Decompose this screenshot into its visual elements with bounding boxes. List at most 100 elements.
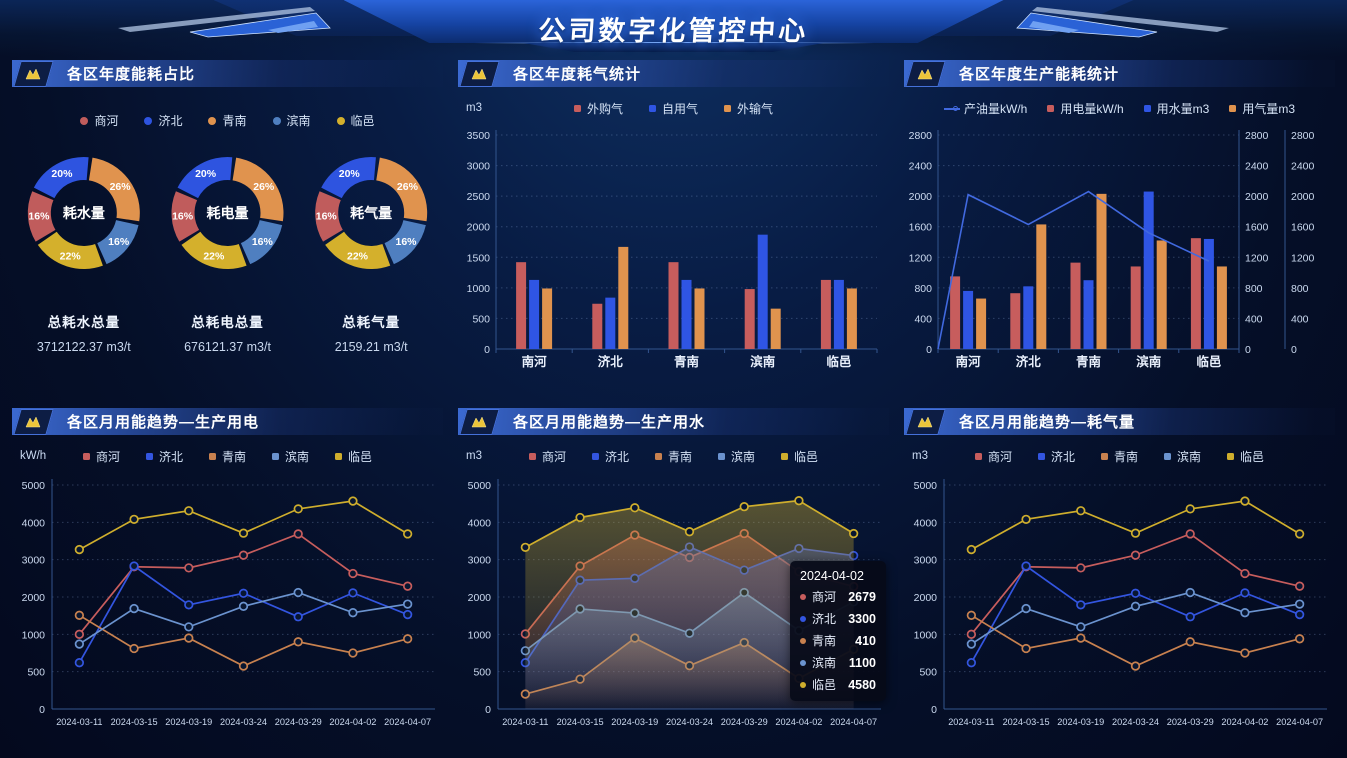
- panel-water-trend-body: m3 商河 济北 青南 滨南 临邑 2024-04-02 商河 2679 济北 3300 青南 4…: [458, 443, 889, 735]
- panel-badge: [459, 408, 500, 435]
- legend-item-滨南[interactable]: 滨南: [272, 448, 309, 465]
- legend-marker: [974, 453, 982, 460]
- tooltip-series-name: 青南: [812, 634, 837, 648]
- legend-label: 青南: [1113, 450, 1138, 464]
- svg-text:800: 800: [1291, 283, 1309, 295]
- point-临邑-2024-03-19: [630, 503, 640, 513]
- donut-slice-临邑: [37, 231, 103, 269]
- legend-item-用电量kW/h[interactable]: 用电量kW/h: [1047, 100, 1124, 117]
- svg-text:2800: 2800: [1245, 130, 1269, 142]
- point-商河-2024-03-24: [1130, 550, 1141, 560]
- legend-item-济北[interactable]: 济北: [1037, 448, 1075, 465]
- legend-item-青南[interactable]: 青南: [208, 112, 247, 129]
- donut-slice-商河: [171, 191, 200, 242]
- gas-bar-chart[interactable]: 0 500 1000 1500 2000 2500 3000 3500 南河 济北 青南 滨南 临邑: [458, 125, 889, 375]
- water-line-chart[interactable]: 2024-04-02 商河 2679 济北 3300 青南 410 滨南 1100 临邑 4580…: [458, 473, 889, 735]
- line-商河: [78, 532, 408, 635]
- bar-外购气-滨南: [744, 289, 755, 349]
- svg-text:20%: 20%: [195, 168, 217, 180]
- panel-electric-trend: 各区月用能趋势—生产用电 kW/h 商河 济北 青南 滨南 临邑 0 500 1000 200…: [12, 408, 443, 756]
- panel-energy-ratio-header: 各区年度能耗占比: [12, 60, 443, 87]
- svg-text:2000: 2000: [1291, 191, 1315, 203]
- donut-center-label: 耗水量: [63, 205, 105, 221]
- legend-item-临邑[interactable]: 临邑: [781, 448, 818, 465]
- svg-text:3000: 3000: [914, 555, 938, 567]
- legend-2: 产油量kW/h 用电量kW/h 用水量m3 用气量m3: [904, 95, 1335, 117]
- point-青南-2024-03-19: [184, 633, 194, 643]
- production-bar-chart[interactable]: 0 0 0 400 400 400 800 800 800 1200 1200 1200 1600 160…: [904, 125, 1335, 375]
- point-青南-2024-03-15: [129, 643, 139, 654]
- legend-item-商河[interactable]: 商河: [82, 448, 120, 465]
- legend-marker: [1100, 453, 1108, 460]
- legend-marker: [1143, 105, 1151, 112]
- meta-row: m3 外购气 自用气 外输气: [458, 95, 889, 125]
- legend-item-青南[interactable]: 青南: [208, 448, 246, 465]
- legend-item-临邑[interactable]: 临邑: [1227, 448, 1264, 465]
- total-label: 总耗气量: [342, 315, 401, 330]
- legend-label: 外输气: [737, 102, 774, 116]
- point-商河-2024-03-19: [184, 563, 194, 573]
- svg-text:2024-03-11: 2024-03-11: [948, 717, 994, 727]
- tooltip-row-临邑: 临邑 4580: [800, 676, 876, 693]
- point-临邑-2024-03-24: [238, 528, 249, 538]
- electric-line-chart[interactable]: 0 500 1000 2000 3000 4000 5000 2024-03-11 2024-0…: [12, 473, 443, 735]
- point-临邑-2024-03-29: [739, 502, 749, 512]
- legend-item-产油量kW/h[interactable]: 产油量kW/h: [943, 100, 1027, 117]
- header-notch: [523, 43, 824, 52]
- gasuse-line-chart[interactable]: 0 500 1000 2000 3000 4000 5000 2024-03-11 2024-0…: [904, 473, 1335, 735]
- legend-item-商河[interactable]: 商河: [80, 112, 118, 129]
- svg-text:22%: 22%: [60, 250, 82, 262]
- legend-item-外购气[interactable]: 外购气: [573, 100, 623, 117]
- svg-text:5000: 5000: [468, 480, 492, 492]
- totals-row: 总耗水总量 3712122.37 m3/t 总耗电总量 676121.37 m3…: [12, 311, 443, 354]
- point-临邑-2024-04-07: [1294, 529, 1305, 539]
- legend-marker: [80, 116, 89, 125]
- legend-item-滨南[interactable]: 滨南: [272, 112, 311, 129]
- line-济北: [78, 564, 408, 664]
- point-滨南-2024-03-24: [238, 601, 249, 611]
- legend-label: 临邑: [1240, 450, 1265, 464]
- svg-text:2024-04-07: 2024-04-07: [384, 717, 431, 727]
- point-商河-2024-04-02: [1240, 568, 1250, 579]
- point-滨南-2024-04-07: [402, 599, 413, 609]
- legend-item-济北[interactable]: 济北: [144, 112, 182, 129]
- legend-item-自用气[interactable]: 自用气: [648, 100, 698, 117]
- legend-label: 自用气: [661, 102, 698, 116]
- legend-marker: [1047, 105, 1055, 112]
- legend-item-商河[interactable]: 商河: [974, 448, 1012, 465]
- svg-text:2500: 2500: [467, 191, 491, 203]
- legend-item-济北[interactable]: 济北: [145, 448, 183, 465]
- point-青南-2024-04-02: [348, 648, 358, 658]
- point-济北-2024-03-24: [1130, 588, 1141, 598]
- legend-item-用气量m3[interactable]: 用气量m3: [1229, 100, 1295, 117]
- legend-item-滨南[interactable]: 滨南: [718, 448, 755, 465]
- legend-item-滨南[interactable]: 滨南: [1164, 448, 1201, 465]
- line-青南: [78, 614, 408, 668]
- bar-外输气-滨南: [770, 308, 781, 349]
- svg-text:青南: 青南: [674, 354, 700, 369]
- svg-text:4000: 4000: [914, 517, 938, 529]
- svg-text:济北: 济北: [598, 354, 624, 369]
- legend-item-青南[interactable]: 青南: [654, 448, 692, 465]
- donut-chart[interactable]: 26% 16% 22% 16% 20% 耗水量 26% 16% 22% 16% 20% 耗电量 26% 1…: [12, 137, 443, 295]
- legend-marker: [1227, 453, 1235, 460]
- svg-text:800: 800: [914, 283, 932, 295]
- point-青南-2024-03-29: [293, 637, 303, 647]
- legend-item-临邑[interactable]: 临邑: [335, 448, 372, 465]
- legend-marker: [1164, 453, 1171, 460]
- legend-item-外输气[interactable]: 外输气: [724, 100, 773, 117]
- legend-item-商河[interactable]: 商河: [528, 448, 566, 465]
- legend-item-用水量m3[interactable]: 用水量m3: [1143, 100, 1209, 117]
- legend-item-济北[interactable]: 济北: [591, 448, 629, 465]
- legend-item-青南[interactable]: 青南: [1100, 448, 1138, 465]
- point-临邑-2024-03-11: [74, 544, 85, 555]
- donut-slice-青南: [376, 157, 428, 222]
- legend-marker: [82, 453, 90, 460]
- tooltip-value: 2679: [848, 589, 876, 604]
- svg-text:3000: 3000: [22, 555, 46, 567]
- legend-item-临邑[interactable]: 临邑: [336, 112, 375, 129]
- bar-用气量m3-临邑: [1216, 266, 1227, 349]
- bar-用水量m3-临邑: [1203, 238, 1214, 349]
- svg-text:16%: 16%: [28, 211, 50, 223]
- point-商河-2024-03-11: [966, 629, 977, 639]
